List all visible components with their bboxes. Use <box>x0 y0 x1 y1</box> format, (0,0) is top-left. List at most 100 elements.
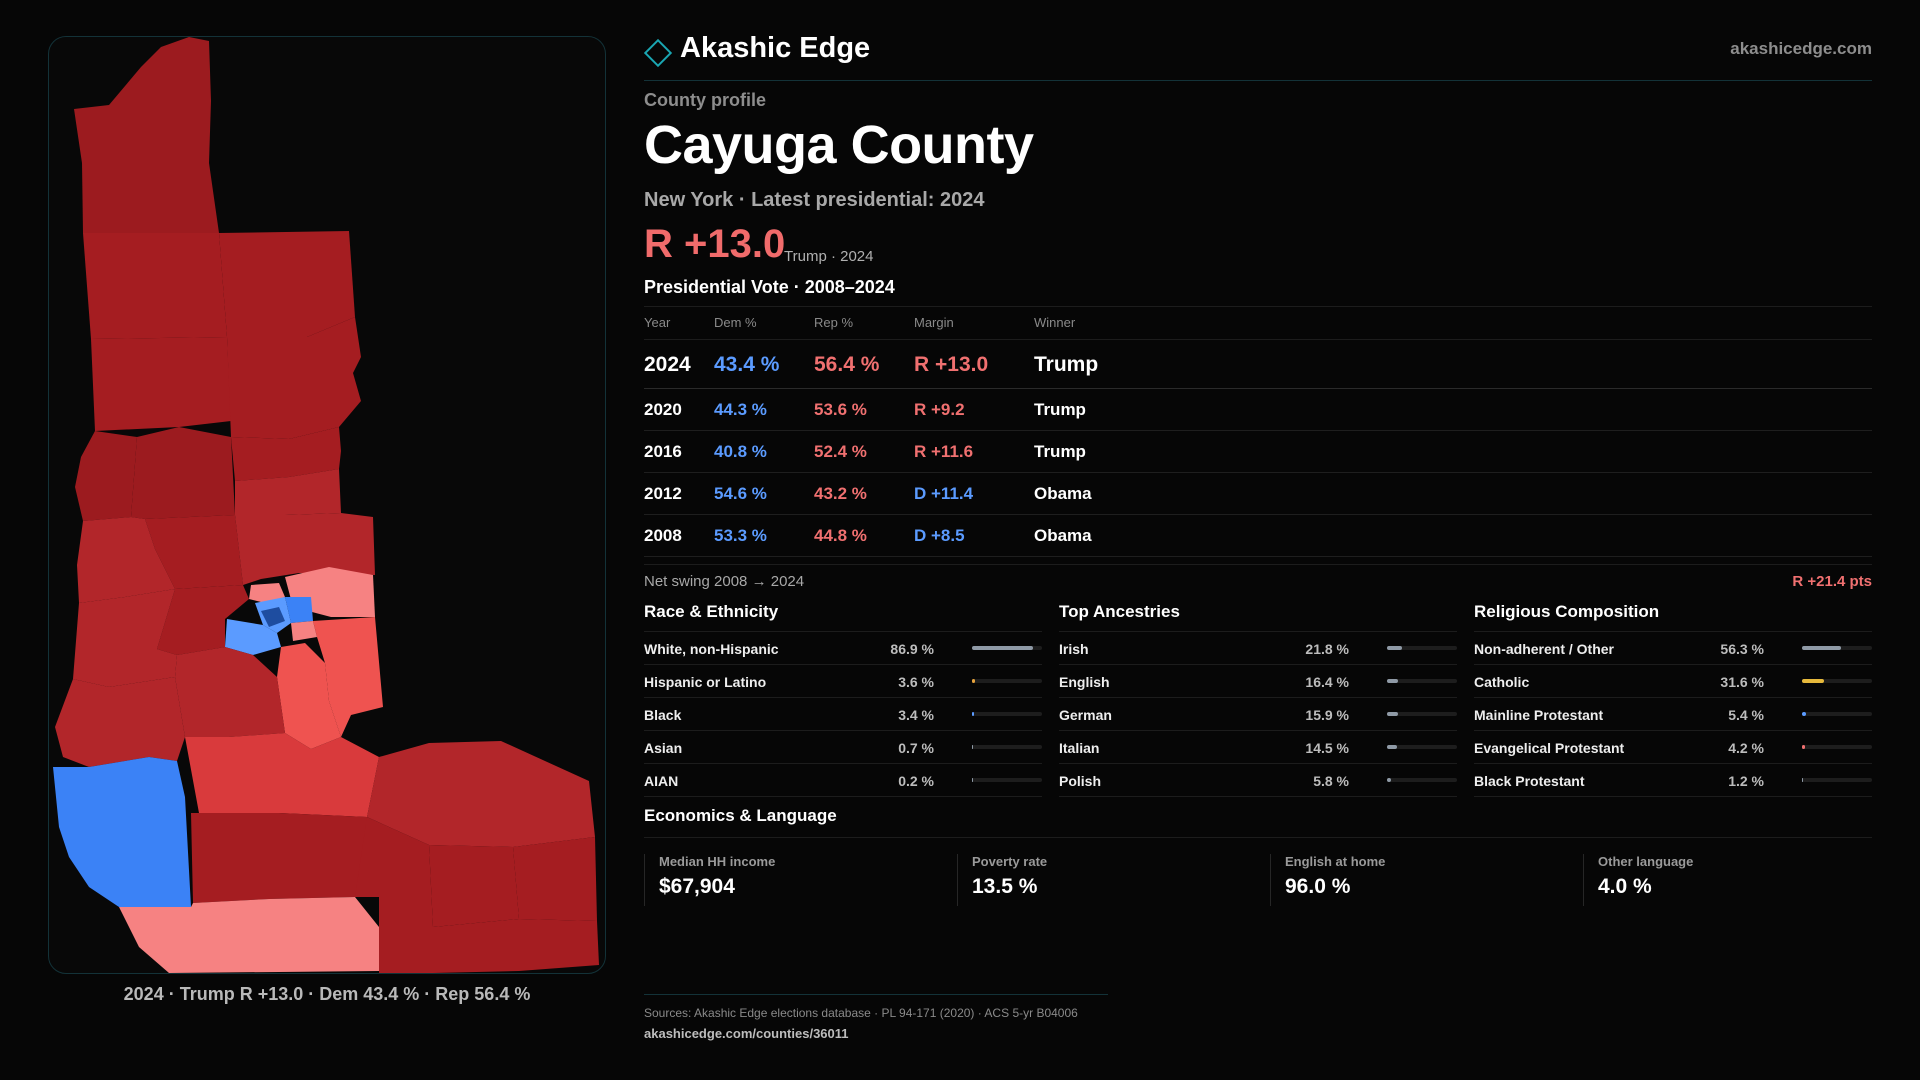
map-region[interactable] <box>77 517 175 603</box>
row-dem: 54.6 % <box>714 484 767 503</box>
row-winner: Obama <box>1034 484 1092 503</box>
list-item: Polish 5.8 % <box>1059 764 1457 797</box>
list-item: Non-adherent / Other 56.3 % <box>1474 632 1872 665</box>
list-item: Black Protestant 1.2 % <box>1474 764 1872 797</box>
row-rep: 52.4 % <box>814 442 867 461</box>
map-region[interactable] <box>157 585 249 655</box>
table-row[interactable]: 2012 54.6 % 43.2 % D +11.4 Obama <box>644 473 1872 515</box>
row-dem: 44.3 % <box>714 400 767 419</box>
map-region[interactable] <box>191 813 379 903</box>
row-winner: Trump <box>1034 400 1086 419</box>
row-year: 2012 <box>644 484 682 503</box>
map-region[interactable] <box>119 897 379 973</box>
race-section-title: Race & Ethnicity <box>644 598 1042 632</box>
table-row[interactable]: 2008 53.3 % 44.8 % D +8.5 Obama <box>644 515 1872 557</box>
row-winner: Obama <box>1034 526 1092 545</box>
bar-track <box>1802 646 1872 650</box>
brand-name[interactable]: Akashic Edge <box>680 32 871 64</box>
map-region[interactable] <box>82 163 219 233</box>
county-url-link[interactable]: akashicedge.com/counties/36011 <box>644 1026 849 1041</box>
map-region[interactable] <box>225 619 281 655</box>
page-subtitle: New York · Latest presidential: 2024 <box>644 189 985 211</box>
list-item: Mainline Protestant 5.4 % <box>1474 698 1872 731</box>
map-region[interactable] <box>145 515 243 589</box>
table-row[interactable]: 2024 43.4 % 56.4 % R +13.0 Trump <box>644 340 1872 389</box>
bar-track <box>1802 712 1872 716</box>
map-region[interactable] <box>231 427 341 481</box>
map-region[interactable] <box>131 427 235 519</box>
stat-card: English at home 96.0 % <box>1270 854 1581 906</box>
map-region[interactable] <box>249 583 285 603</box>
bar-track <box>1802 745 1872 749</box>
brand-site-link[interactable]: akashicedge.com <box>1730 39 1872 58</box>
item-label: Black Protestant <box>1474 773 1585 789</box>
list-item: German 15.9 % <box>1059 698 1457 731</box>
map-region[interactable] <box>235 469 341 515</box>
item-percent: 14.5 % <box>1305 740 1349 756</box>
map-region[interactable] <box>91 337 231 431</box>
map-region[interactable] <box>285 597 313 623</box>
map-region[interactable] <box>235 513 375 585</box>
map-caption: 2024 · Trump R +13.0 · Dem 43.4 % · Rep … <box>123 984 531 1004</box>
map-region[interactable] <box>313 617 383 737</box>
map-region[interactable] <box>83 233 227 339</box>
bar-track <box>972 778 1042 782</box>
map-region[interactable] <box>261 607 285 627</box>
item-percent: 31.6 % <box>1720 674 1764 690</box>
bar-fill <box>972 679 975 683</box>
list-item: Italian 14.5 % <box>1059 731 1457 764</box>
header-dem: Dem % <box>714 315 757 330</box>
header-winner: Winner <box>1034 315 1076 330</box>
stat-value: 13.5 % <box>972 875 1038 898</box>
item-percent: 5.4 % <box>1728 707 1764 723</box>
table-row[interactable]: 2020 44.3 % 53.6 % R +9.2 Trump <box>644 389 1872 431</box>
row-year: 2016 <box>644 442 682 461</box>
item-label: Irish <box>1059 641 1089 657</box>
map-region[interactable] <box>379 927 433 973</box>
headline-margin-note: Trump · 2024 <box>784 248 874 265</box>
item-percent: 0.2 % <box>898 773 934 789</box>
bar-fill <box>972 745 974 749</box>
ancestries-section-title: Top Ancestries <box>1059 598 1457 632</box>
map-region[interactable] <box>277 643 341 749</box>
footer-divider <box>644 994 1108 995</box>
bar-track <box>972 712 1042 716</box>
map-region[interactable] <box>53 757 191 907</box>
county-precinct-map <box>53 37 599 973</box>
row-margin: D +11.4 <box>914 484 974 503</box>
map-region[interactable] <box>429 845 519 927</box>
item-label: English <box>1059 674 1110 690</box>
county-map[interactable] <box>48 36 606 974</box>
map-region[interactable] <box>227 317 361 439</box>
stat-label: Median HH income <box>659 854 776 869</box>
row-winner: Trump <box>1034 442 1086 461</box>
item-label: Hispanic or Latino <box>644 674 767 690</box>
map-region[interactable] <box>55 677 185 767</box>
bar-track <box>1387 712 1457 716</box>
ancestries-section: Top Ancestries Irish 21.8 % English 16.4 %… <box>1059 598 1457 797</box>
list-item: English 16.4 % <box>1059 665 1457 698</box>
map-region[interactable] <box>74 37 211 163</box>
vote-table-title: Presidential Vote · 2008–2024 <box>644 277 895 297</box>
table-row[interactable]: 2016 40.8 % 52.4 % R +11.6 Trump <box>644 431 1872 473</box>
map-region[interactable] <box>367 741 595 847</box>
map-region[interactable] <box>75 431 137 521</box>
map-region[interactable] <box>175 647 285 737</box>
map-region[interactable] <box>513 837 597 921</box>
header-divider <box>644 80 1872 81</box>
map-region[interactable] <box>433 919 519 973</box>
map-region[interactable] <box>73 589 177 687</box>
map-region[interactable] <box>219 231 355 337</box>
item-percent: 86.9 % <box>890 641 934 657</box>
map-region[interactable] <box>291 621 317 641</box>
religion-section: Religious Composition Non-adherent / Oth… <box>1474 598 1872 797</box>
map-region[interactable] <box>519 919 599 971</box>
list-item: White, non-Hispanic 86.9 % <box>644 632 1042 665</box>
list-item: Evangelical Protestant 4.2 % <box>1474 731 1872 764</box>
row-rep: 53.6 % <box>814 400 867 419</box>
map-region[interactable] <box>185 733 379 817</box>
bar-track <box>1387 679 1457 683</box>
header-rep: Rep % <box>814 315 854 330</box>
map-region[interactable] <box>355 817 433 927</box>
bar-fill <box>1387 745 1398 749</box>
